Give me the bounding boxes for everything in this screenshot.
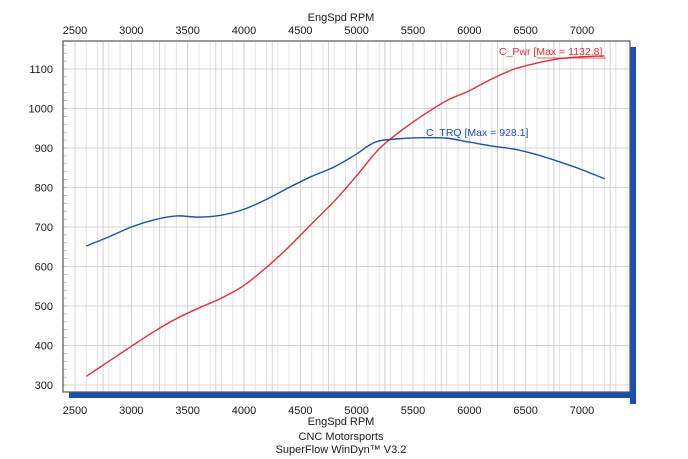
- y-tick-label: 400: [35, 341, 53, 353]
- x-axis-top-title: EngSpd RPM: [308, 12, 375, 24]
- series-label-c-pwr: C_Pwr [Max = 1132.8]: [499, 46, 602, 58]
- x-tick-label-top: 4500: [288, 25, 312, 37]
- plot-frame: [62, 40, 631, 393]
- x-tick-label-bottom: 2500: [63, 405, 87, 417]
- y-tick-label: 900: [35, 143, 53, 155]
- y-tick-label: 300: [35, 380, 53, 392]
- series-line-c-trq: [86, 136, 605, 247]
- footer-company: CNC Motorsports: [299, 431, 384, 443]
- x-tick-label-bottom: 4000: [232, 405, 256, 417]
- x-tick-label-bottom: 3500: [175, 405, 199, 417]
- series-labels: C_Pwr [Max = 1132.8] C_TRQ [Max = 928.1]: [426, 46, 606, 139]
- x-tick-label-bottom: 6500: [513, 405, 537, 417]
- series-layer: [85, 55, 605, 377]
- x-axis-bottom-title: EngSpd RPM: [308, 416, 375, 428]
- y-tick-label: 600: [35, 262, 53, 274]
- x-axis-bottom-ticks: 2500 3000 3500 4000 4500 5000 5500 6000 6500 7000: [63, 405, 594, 417]
- y-tick-label: 1000: [29, 104, 53, 116]
- y-tick-label: 500: [35, 301, 53, 313]
- series-line-c-pwr: [85, 55, 605, 377]
- grid-minor: [85, 41, 628, 392]
- x-tick-label-top: 5500: [401, 25, 425, 37]
- x-tick-label-bottom: 3000: [119, 405, 143, 417]
- x-tick-label-bottom: 7000: [570, 405, 594, 417]
- x-axis-top-ticks: 2500 3000 3500 4000 4500 5000 5500 6000 6500 7000: [63, 25, 594, 37]
- y-tick-label: 700: [35, 222, 53, 234]
- series-label-c-trq: C_TRQ [Max = 928.1]: [426, 127, 528, 139]
- frame-shadow: [69, 47, 636, 404]
- x-tick-label-top: 6500: [513, 25, 537, 37]
- x-tick-label-top: 6000: [457, 25, 481, 37]
- plot-area: [63, 41, 630, 392]
- x-tick-label-bottom: 4500: [288, 405, 312, 417]
- x-tick-label-top: 4000: [232, 25, 256, 37]
- frame-shadow-bottom: [69, 392, 636, 398]
- x-tick-label-bottom: 6000: [457, 405, 481, 417]
- y-tick-label: 1100: [29, 64, 53, 76]
- footer-software: SuperFlow WinDyn™ V3.2: [276, 444, 407, 456]
- grid-major: [63, 41, 630, 392]
- y-axis-ticks: 300 400 500 600 700 800 900 1000 1100: [29, 64, 53, 392]
- x-tick-label-top: 5000: [344, 25, 368, 37]
- frame-shadow-right: [630, 47, 636, 404]
- x-tick-label-top: 7000: [570, 25, 594, 37]
- x-tick-label-top: 3500: [175, 25, 199, 37]
- x-tick-label-bottom: 5000: [344, 405, 368, 417]
- x-tick-label-top: 2500: [63, 25, 87, 37]
- y-tick-label: 800: [35, 183, 53, 195]
- x-tick-label-bottom: 5500: [401, 405, 425, 417]
- x-tick-label-top: 3000: [119, 25, 143, 37]
